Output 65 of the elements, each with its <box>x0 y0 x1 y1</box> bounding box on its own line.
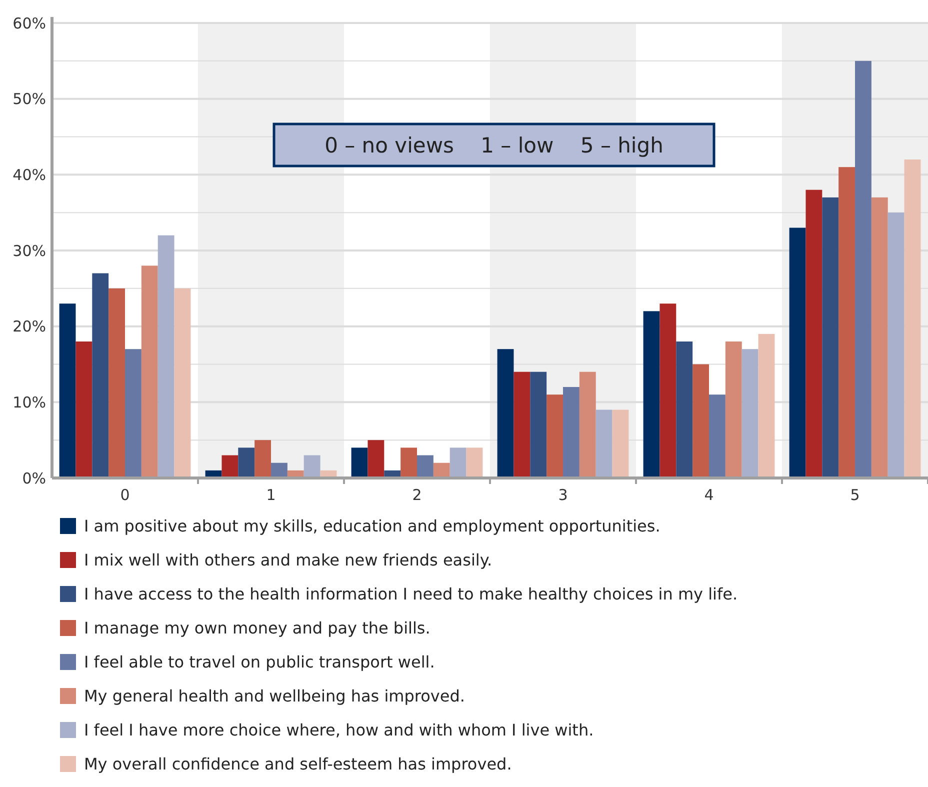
y-tick-label: 30% <box>12 242 46 260</box>
y-tick-label: 50% <box>12 90 46 108</box>
bar <box>400 448 417 478</box>
x-tick-label: 3 <box>558 486 568 504</box>
legend-label: I mix well with others and make new friends easily. <box>84 550 492 570</box>
bar <box>871 197 888 478</box>
bar <box>530 372 547 478</box>
y-tick-label: 40% <box>12 166 46 184</box>
legend-label: My overall confidence and self-esteem has improved. <box>84 754 512 774</box>
legend-label: I feel able to travel on public transport well. <box>84 652 435 672</box>
bar <box>141 266 158 478</box>
bar <box>855 60 872 478</box>
bar <box>368 440 384 478</box>
bar <box>254 440 271 478</box>
bar <box>643 311 660 478</box>
bar <box>742 349 758 478</box>
bar <box>450 448 466 478</box>
bar <box>514 372 530 478</box>
x-tick-label: 4 <box>704 486 714 504</box>
bar <box>59 304 76 478</box>
bar <box>709 394 726 478</box>
bar <box>108 288 125 478</box>
bar <box>497 349 514 478</box>
legend-label: I feel I have more choice where, how and with whom I live with. <box>84 720 594 740</box>
bar <box>222 455 238 478</box>
y-tick-label: 20% <box>12 318 46 336</box>
note-box: 0 – no views 1 – low 5 – high <box>272 122 716 168</box>
x-tick-label: 1 <box>266 486 276 504</box>
bar <box>904 160 921 478</box>
bar <box>806 190 822 478</box>
x-tick-label: 5 <box>850 486 860 504</box>
bar <box>76 342 92 478</box>
bar <box>789 228 806 478</box>
bar <box>888 212 904 478</box>
bar <box>417 455 434 478</box>
bar <box>174 288 191 478</box>
bar <box>351 448 368 478</box>
bar <box>758 334 775 478</box>
bar <box>92 273 109 478</box>
bar <box>660 304 676 478</box>
bar <box>125 349 142 478</box>
legend-label: I have access to the health information I need to make healthy choices in my life. <box>84 584 738 604</box>
legend-label: My general health and wellbeing has improved. <box>84 686 465 706</box>
y-tick-label: 60% <box>12 14 46 32</box>
x-tick-label: 2 <box>412 486 422 504</box>
bar <box>612 410 629 478</box>
bar <box>676 342 693 478</box>
bar <box>158 235 174 478</box>
bar <box>304 455 320 478</box>
annotation: 0 – no views 1 – low 5 – high <box>324 133 664 158</box>
x-tick-label: 0 <box>120 486 130 504</box>
y-tick-label: 10% <box>12 393 46 412</box>
legend-label: I am positive about my skills, education and employment opportunities. <box>84 516 660 536</box>
bar <box>563 387 580 478</box>
bar <box>838 167 855 478</box>
y-tick-label: 0% <box>22 469 46 488</box>
bar <box>466 448 483 478</box>
bar <box>596 410 612 478</box>
legend-label: I manage my own money and pay the bills. <box>84 618 430 638</box>
bar <box>725 342 742 478</box>
bar <box>546 394 563 478</box>
bar <box>822 197 839 478</box>
bar <box>238 448 255 478</box>
bar <box>579 372 596 478</box>
bar <box>692 364 709 478</box>
